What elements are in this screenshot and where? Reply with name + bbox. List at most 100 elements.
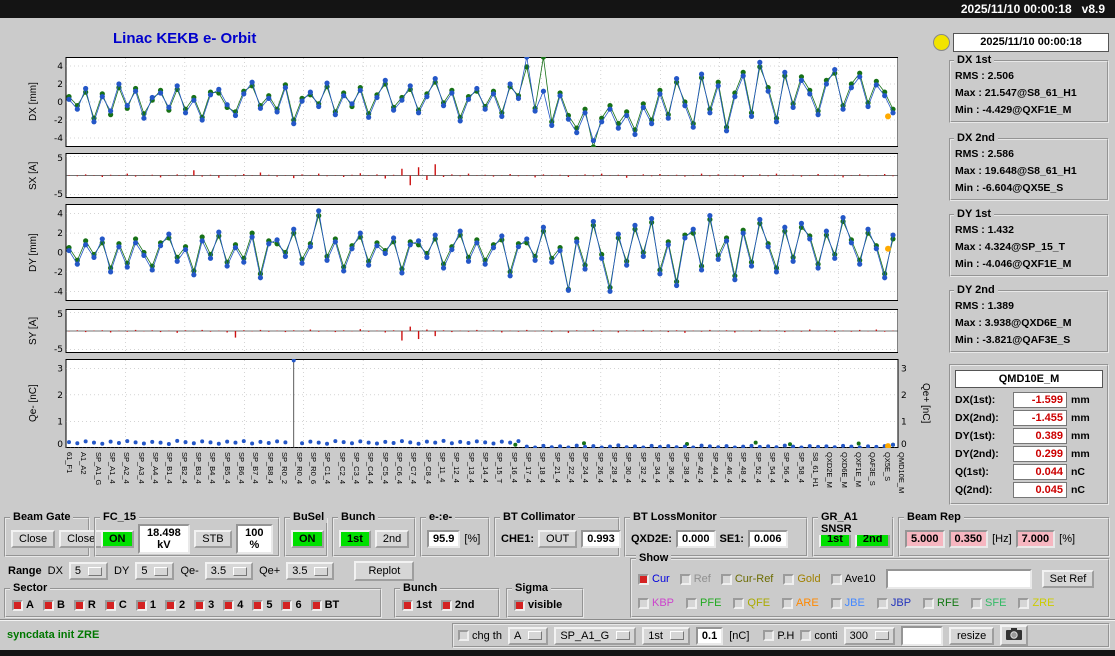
bt-collimator-group: BT Collimator CHE1: OUT 0.993: [494, 511, 621, 557]
resize-button[interactable]: resize: [948, 626, 995, 645]
conti-label: conti: [814, 629, 838, 642]
qe-minus-axis-label: Qe- [nC]: [28, 384, 39, 423]
x-axis-label: QXD2E_M: [825, 452, 835, 488]
sector-select-value: A: [513, 629, 522, 642]
conti-checkbox[interactable]: conti: [800, 629, 838, 642]
range-qe-minus-select[interactable]: 3.5: [204, 562, 254, 580]
bunch-2nd-button[interactable]: 2nd: [374, 530, 410, 548]
x-axis-station-labels: 61_F1 A1_A2 SP_A1_G SP_A1_4 SP_A2_4 SP_A3_4 SP…: [65, 450, 906, 507]
checkbox-square: [458, 630, 469, 641]
busel-on-button[interactable]: ON: [291, 530, 324, 548]
checkbox-b[interactable]: B: [42, 599, 65, 611]
x-axis-label: SP_28_4: [610, 452, 620, 483]
checkbox-kbp[interactable]: KBP: [638, 597, 674, 609]
svg-text:4: 4: [57, 210, 63, 220]
dx-axis-label: DX [mm]: [28, 82, 39, 122]
checkbox-pfe[interactable]: PFE: [686, 597, 721, 609]
checkbox-5[interactable]: 5: [252, 599, 272, 611]
checkbox-cur-ref[interactable]: Cur-Ref: [720, 573, 774, 585]
interval-select[interactable]: 300: [843, 626, 895, 645]
checkbox-2nd[interactable]: 2nd: [440, 599, 474, 611]
fc15-stb-button[interactable]: STB: [194, 530, 232, 548]
range-dy-select[interactable]: 5: [135, 562, 175, 580]
checkbox-sfe[interactable]: SFE: [971, 597, 1006, 609]
checkbox-square: [733, 597, 745, 609]
checkbox-gold[interactable]: Gold: [783, 573, 821, 585]
checkbox-1st[interactable]: 1st: [402, 599, 432, 611]
ref-name-input[interactable]: [885, 569, 1032, 589]
svg-text:-4: -4: [54, 134, 63, 144]
checkbox-square: [73, 599, 85, 611]
sector-label: Sector: [10, 582, 51, 594]
checkbox-are[interactable]: ARE: [782, 597, 819, 609]
checkbox-a[interactable]: A: [12, 599, 34, 611]
sx-plot-row: SX [A] 5 -5: [28, 153, 918, 198]
checkbox-bt[interactable]: BT: [310, 599, 340, 611]
ee-ratio-group: e-:e- 95.9 [%]: [420, 511, 490, 557]
checkbox-square: [104, 599, 116, 611]
che1-out-button[interactable]: OUT: [538, 530, 578, 548]
checkbox-1[interactable]: 1: [135, 599, 156, 611]
chg-th-checkbox[interactable]: chg th: [458, 630, 502, 642]
sector-items: A B R C 1 2 3 4 5 6 BT: [12, 599, 339, 611]
sector-select[interactable]: A: [507, 626, 549, 645]
dy-2nd-stats-group: DY 2nd RMS : 1.389 Max : 3.938@QXD6E_M M…: [949, 284, 1109, 353]
checkbox-cur[interactable]: Cur: [638, 573, 670, 585]
bunch-1st-button[interactable]: 1st: [339, 530, 371, 548]
qmd-device-select[interactable]: QMD10E_M: [955, 370, 1103, 388]
x-axis-label: SP_R0_2: [280, 452, 290, 485]
beam-rep-value-3: 7.000: [1015, 530, 1056, 548]
screenshot-button[interactable]: [1000, 625, 1029, 646]
x-axis-label: SP_18_4: [538, 452, 548, 483]
fc15-group: FC_15 ON 18.498 kV STB 100 %: [94, 511, 280, 557]
bunch-order-select[interactable]: 1st: [642, 626, 690, 645]
checkbox-label: BT: [324, 599, 340, 611]
checkbox-jbe[interactable]: JBE: [830, 597, 865, 609]
checkbox-jbp[interactable]: JBP: [876, 597, 911, 609]
checkbox-rfe[interactable]: RFE: [923, 597, 959, 609]
x-axis-label: SP_42_4: [696, 452, 706, 483]
page-title: Linac KEKB e- Orbit: [113, 30, 257, 47]
fc15-on-button[interactable]: ON: [101, 530, 134, 548]
checkbox-label: 4: [237, 599, 244, 611]
checkbox-visible[interactable]: visible: [514, 599, 562, 611]
checkbox-2[interactable]: 2: [164, 599, 185, 611]
checkbox-zre[interactable]: ZRE: [1018, 597, 1054, 609]
checkbox-label: Cur-Ref: [734, 573, 774, 585]
svg-text:5: 5: [57, 310, 63, 320]
range-qe-plus-select[interactable]: 3.5: [286, 562, 335, 580]
threshold-unit: [nC]: [729, 629, 750, 642]
checkbox-c[interactable]: C: [104, 599, 127, 611]
replot-button[interactable]: Replot: [354, 561, 415, 581]
checkbox-label: 1: [149, 599, 156, 611]
set-ref-button[interactable]: Set Ref: [1041, 570, 1095, 588]
checkbox-square: [310, 599, 322, 611]
stat-group-title: DY 1st: [954, 208, 995, 220]
qmd-row-value: -1.455: [1013, 410, 1067, 426]
x-axis-label: SP_15_T: [495, 452, 505, 484]
checkbox-6[interactable]: 6: [281, 599, 302, 611]
beam-rep-group: Beam Rep 5.000 0.350 [Hz] 7.000 [%]: [898, 511, 1110, 557]
station-select[interactable]: SP_A1_G: [554, 626, 637, 645]
checkbox-ave10[interactable]: Ave10: [830, 573, 876, 585]
extra-input[interactable]: [900, 625, 943, 646]
ph-checkbox[interactable]: P.H: [763, 630, 794, 642]
dropdown-indicator-icon: [669, 631, 684, 640]
checkbox-4[interactable]: 4: [223, 599, 243, 611]
beam-gate-close-2-button[interactable]: Close: [59, 530, 104, 548]
checkbox-square: [783, 573, 795, 585]
beam-gate-close-1-button[interactable]: Close: [11, 530, 56, 548]
svg-text:-4: -4: [54, 287, 63, 297]
range-dx-select[interactable]: 5: [68, 562, 109, 580]
checkbox-qfe[interactable]: QFE: [733, 597, 770, 609]
x-axis-label: SP_38_4: [681, 452, 691, 483]
stat-group-title: DX 2nd: [954, 132, 998, 144]
checkbox-ref[interactable]: Ref: [679, 573, 711, 585]
checkbox-r[interactable]: R: [73, 599, 96, 611]
checkbox-3[interactable]: 3: [194, 599, 214, 611]
show-row2: KBP PFE QFE ARE JBE JBP RFE SFE ZRE: [638, 592, 1102, 614]
x-axis-label: SP_B7_4: [251, 452, 261, 484]
svg-text:3: 3: [57, 364, 63, 374]
checkbox-label: 3: [208, 599, 215, 611]
bunch-toggle-label: Bunch: [338, 511, 379, 523]
